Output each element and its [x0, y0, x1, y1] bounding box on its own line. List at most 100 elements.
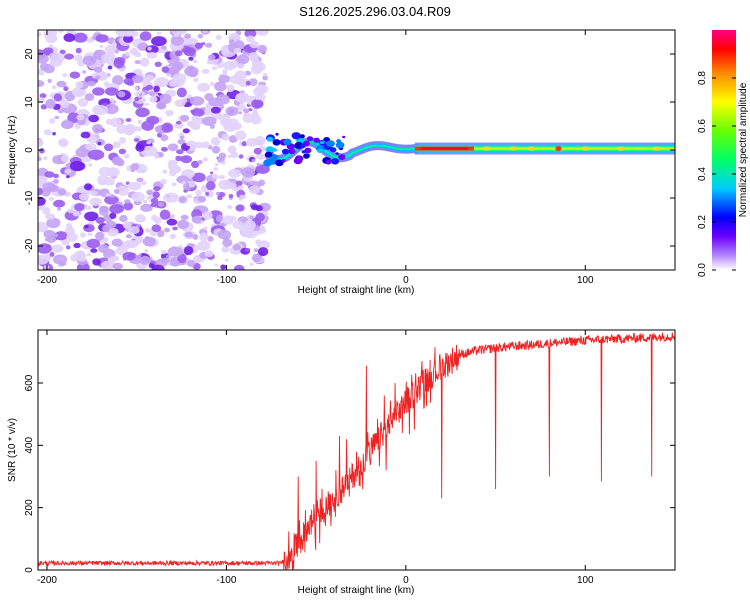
noise-blob — [238, 111, 243, 115]
signal-blob — [306, 136, 314, 142]
noise-blob — [210, 106, 221, 114]
noise-blob — [38, 243, 52, 254]
noise-blob — [141, 145, 158, 157]
spectrogram-y-tick-label: 20 — [24, 48, 35, 60]
noise-blob — [161, 45, 167, 50]
spectrogram-x-tick-label: -200 — [37, 275, 57, 286]
noise-blob — [222, 215, 234, 225]
noise-blob — [63, 33, 76, 42]
signal-blob — [272, 139, 281, 146]
signal-blob — [303, 153, 310, 159]
noise-blob — [205, 42, 213, 48]
noise-blob — [233, 47, 242, 54]
noise-blob — [38, 156, 42, 162]
signal-blob — [281, 159, 286, 162]
noise-blob — [150, 197, 159, 204]
snr-y-tick-label: 400 — [24, 437, 35, 454]
signal-blob — [326, 140, 335, 148]
noise-blob — [202, 116, 217, 126]
noise-blob — [193, 141, 203, 149]
noise-blob — [104, 44, 116, 55]
noise-blob — [235, 92, 250, 104]
spectrogram-y-ticks: -20 -10 0 10 20 — [24, 48, 675, 253]
tone-hotspot — [653, 146, 662, 151]
noise-blob — [183, 246, 194, 256]
noise-blob — [214, 163, 219, 167]
noise-blob — [160, 134, 169, 142]
noise-blob — [156, 229, 165, 238]
noise-blob — [107, 256, 116, 264]
noise-blob — [227, 155, 232, 159]
noise-blob — [134, 86, 139, 91]
noise-blob — [92, 87, 105, 96]
noise-blob — [90, 190, 98, 197]
noise-blob — [194, 42, 203, 49]
noise-blob — [124, 123, 136, 135]
noise-blob — [138, 253, 142, 257]
noise-blob — [173, 32, 180, 38]
noise-blob — [87, 232, 93, 236]
noise-blob — [122, 251, 136, 261]
noise-blob — [191, 215, 202, 224]
signal-blob — [263, 159, 273, 167]
noise-blob — [109, 204, 124, 214]
noise-blob — [233, 123, 240, 129]
colorbar-label: Normalized spectral amplitude — [738, 82, 749, 217]
noise-blob — [99, 206, 109, 217]
noise-blob — [104, 87, 119, 96]
noise-blob — [254, 93, 266, 102]
noise-blob — [146, 115, 160, 125]
noise-blob — [118, 148, 127, 155]
noise-blob — [221, 45, 231, 54]
noise-blob — [154, 61, 162, 67]
noise-blob — [69, 160, 85, 172]
noise-blob — [177, 139, 186, 145]
noise-blob — [100, 179, 108, 184]
noise-blob — [221, 133, 230, 141]
noise-blob — [197, 159, 203, 165]
noise-blob — [124, 51, 130, 56]
noise-blob — [197, 240, 211, 251]
noise-blob — [99, 44, 104, 48]
signal-blob — [264, 151, 273, 158]
noise-blob — [256, 162, 261, 167]
noise-blob — [253, 99, 264, 108]
colorbar: 0.0 0.2 0.4 0.6 0.8 Normalized spectral ampl… — [697, 30, 749, 277]
noise-blob — [125, 234, 132, 239]
noise-blob — [176, 175, 189, 184]
noise-blob — [238, 154, 244, 159]
spectrogram-noise-layer — [38, 30, 271, 270]
noise-blob — [43, 129, 52, 136]
noise-blob — [189, 96, 205, 106]
noise-blob — [245, 138, 259, 147]
noise-blob — [86, 253, 92, 257]
signal-blob — [301, 150, 306, 154]
snr-y-tick-label: 0 — [24, 567, 35, 573]
noise-blob — [192, 59, 198, 64]
noise-blob — [110, 117, 122, 128]
noise-blob — [135, 143, 145, 152]
noise-blob — [179, 135, 185, 140]
noise-blob — [161, 249, 167, 255]
noise-blob — [206, 181, 216, 191]
noise-blob — [124, 153, 130, 159]
colorbar-tick-label: 0.0 — [697, 263, 708, 277]
noise-blob — [66, 175, 70, 179]
noise-blob — [190, 109, 196, 114]
noise-blob — [170, 35, 184, 46]
noise-blob — [258, 247, 269, 257]
noise-blob — [63, 86, 69, 92]
noise-blob — [43, 31, 53, 38]
noise-blob — [139, 31, 152, 41]
noise-blob — [39, 62, 49, 71]
noise-blob — [237, 54, 250, 65]
tone-band-core — [414, 147, 675, 150]
noise-blob — [114, 49, 119, 54]
noise-blob — [147, 46, 152, 51]
noise-blob — [248, 185, 260, 195]
noise-blob — [140, 180, 147, 186]
noise-blob — [57, 207, 61, 211]
noise-blob — [243, 108, 250, 114]
noise-blob — [82, 70, 87, 74]
